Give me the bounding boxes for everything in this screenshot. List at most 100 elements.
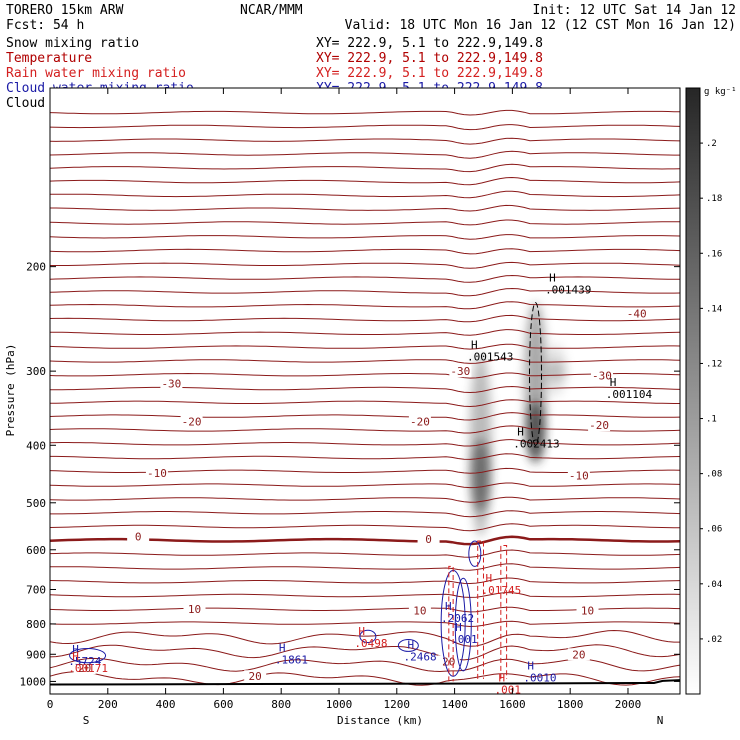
y-tick-label-5: 700: [26, 584, 46, 597]
extremum-value-3: .002413: [513, 437, 559, 450]
snow-core-1: [526, 401, 545, 464]
temp-label-bg-1: [160, 377, 183, 390]
temp-label-10: 0: [425, 533, 432, 546]
extremum-value-2: .001104: [606, 388, 653, 401]
x-tick-label-3: 600: [213, 698, 233, 711]
temp-contour-24: [49, 439, 681, 447]
temp-contour-29: [50, 510, 681, 518]
plot-area: [50, 88, 680, 694]
temp-contour-0: [49, 109, 681, 116]
extremum-value-10: .0498: [354, 637, 387, 650]
rain-contour-0: [448, 565, 454, 682]
colorbar-tick-label-5: .12: [706, 359, 722, 369]
temp-label-13: 10: [581, 605, 594, 618]
temp-contour-34: [49, 577, 681, 585]
temp-label-9: 0: [135, 531, 142, 544]
valid-time: Valid: 18 UTC Mon 16 Jan 12 (12 CST Mon …: [345, 18, 736, 33]
temp-label-bg-8: [567, 469, 590, 482]
rain-contour-2: [500, 544, 508, 679]
temp-label-bg-11: [183, 602, 206, 615]
temp-contour-4: [49, 163, 681, 173]
temp-contour-15: [49, 314, 681, 323]
extremum-marker-12: H: [72, 650, 79, 663]
temp-label-8: -10: [569, 470, 589, 483]
south-label: S: [83, 714, 90, 727]
temp-label-bg-9: [127, 530, 150, 543]
extremum-value-4: .01745: [481, 584, 521, 597]
colorbar-ticks: .02 .04 .06 .08 .1 .12 .14 .16 .18 .2: [700, 139, 722, 645]
temp-label-bg-7: [145, 466, 168, 479]
colorbar-tick-label-0: .02: [706, 635, 722, 645]
x-tick-label-10: 2000: [615, 698, 642, 711]
temp-label-bg-0: [625, 307, 648, 320]
colorbar-tick-label-3: .08: [706, 470, 722, 480]
temp-label-17: 20: [572, 648, 585, 661]
temp-contour-30: [49, 523, 680, 532]
temp-contour-9: [49, 234, 681, 240]
temp-contour-16: [50, 329, 681, 336]
x-tick-label-6: 1200: [384, 698, 411, 711]
temp-contour-1: [49, 124, 681, 131]
extremum-value-6: .1861: [275, 653, 308, 666]
extremum-marker-13: H: [498, 671, 505, 684]
temp-contour-7: [50, 204, 681, 212]
extremum-marker-6: H: [279, 641, 286, 654]
temp-label-12: 10: [413, 605, 426, 618]
x-tick-label-2: 400: [156, 698, 176, 711]
temp-contour-3: [49, 150, 680, 159]
y-tick-label-0: 200: [26, 261, 46, 274]
colorbar: [685, 87, 701, 695]
cloud-contours: [69, 302, 543, 682]
x-tick-label-4: 800: [271, 698, 291, 711]
temp-label-14: 20: [78, 662, 91, 675]
extremum-value-7: .2468: [403, 650, 436, 663]
temp-label-bg-17: [567, 648, 590, 661]
temp-contour-8: [49, 219, 680, 226]
colorbar-unit: g kg⁻¹: [704, 87, 737, 97]
temp-label-3: -30: [592, 369, 612, 382]
field-name-0: Snow mixing ratio: [6, 36, 139, 51]
extremum-marker-0: H: [549, 272, 556, 285]
temp-label-bg-15: [244, 670, 267, 683]
temp-contour-23: [49, 425, 681, 434]
cloud-water-low-1: [397, 639, 419, 652]
temp-label-6: -20: [589, 419, 609, 432]
colorbar-tick-label-9: .2: [706, 139, 717, 149]
temp-label-bg-14: [73, 662, 96, 675]
terrain-surface: [49, 679, 681, 686]
extrema-labels: H.001439H.001543H.001104H.002413H.01745H…: [68, 272, 652, 697]
plot-frame: [49, 87, 681, 695]
x-tick-label-5: 1000: [326, 698, 353, 711]
extremum-marker-9: H: [527, 660, 534, 673]
extremum-value-11: .001: [451, 633, 478, 646]
init-time: Init: 12 UTC Sat 14 Jan 12: [533, 3, 737, 18]
extremum-value-12: .00171: [68, 662, 108, 675]
temp-label-11: 10: [188, 603, 201, 616]
org-title: NCAR/MMM: [240, 3, 303, 18]
field-xy-1: XY= 222.9, 5.1 to 222.9,149.8: [316, 51, 543, 66]
cloud-water-contour-2: [468, 540, 482, 567]
y-tick-label-8: 1000: [20, 675, 47, 688]
temp-label-bg-12: [408, 604, 431, 617]
extremum-marker-1: H: [471, 339, 478, 352]
terrain-line: [49, 679, 681, 686]
temp-contour-33: [50, 563, 681, 571]
temp-contour-32: [49, 549, 681, 558]
temp-contour-38: [49, 629, 680, 647]
extremum-marker-11: H: [455, 621, 462, 634]
temp-contour-31: [49, 535, 681, 546]
temp-contour-28: [49, 496, 681, 503]
extremum-marker-4: H: [485, 572, 492, 585]
temp-contour-21: [49, 399, 680, 408]
temp-label-5: -20: [410, 416, 430, 429]
x-tick-label-7: 1400: [441, 698, 468, 711]
temp-contour-18: [49, 358, 681, 364]
temp-label-0: -40: [627, 308, 647, 321]
y-axis-label: Pressure (hPa): [4, 344, 17, 437]
x-tick-label-0: 0: [47, 698, 54, 711]
field-xy-2: XY= 222.9, 5.1 to 222.9,149.8: [316, 66, 543, 81]
extremum-marker-10: H: [358, 625, 365, 638]
colorbar-tick-label-8: .18: [706, 194, 722, 204]
y-tick-label-3: 500: [26, 497, 46, 510]
